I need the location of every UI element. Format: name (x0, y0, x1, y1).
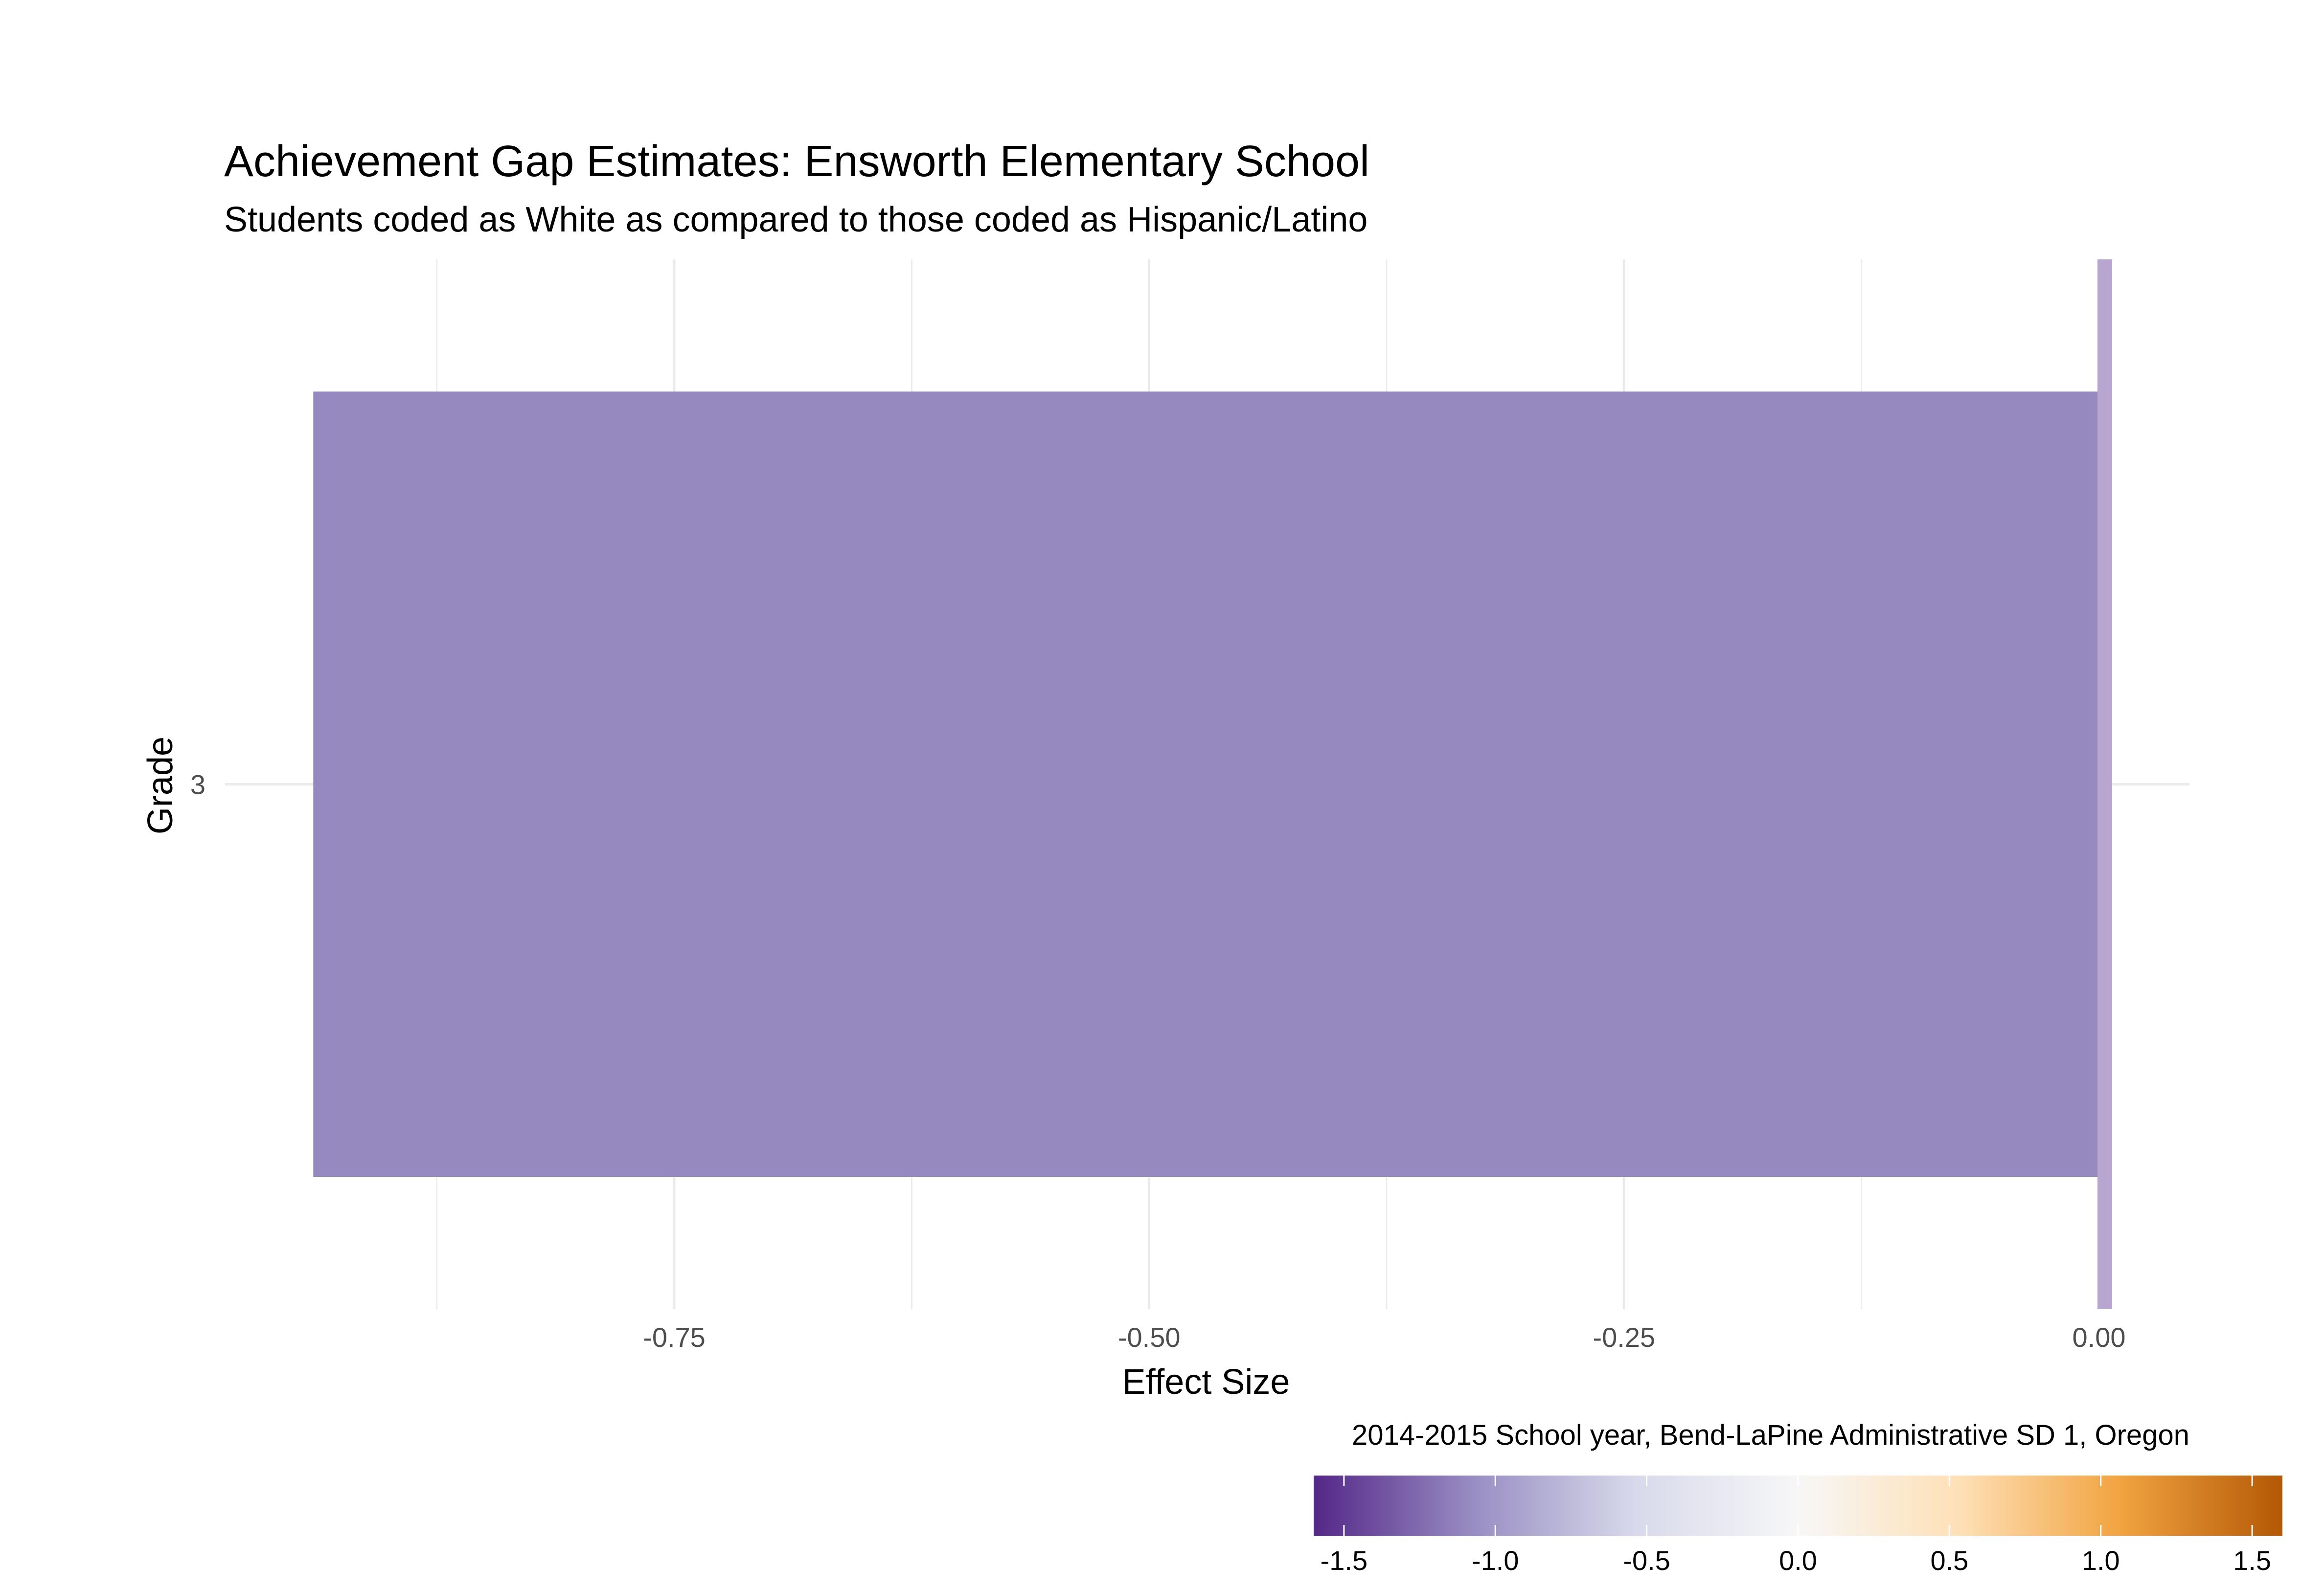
x-axis: -0.75 -0.50 -0.25 0.00 (643, 1322, 2125, 1353)
x-tick-label: -0.50 (1118, 1322, 1181, 1353)
colorbar-tick-label: 0.5 (1930, 1545, 1968, 1576)
chart-caption: 2014-2015 School year, Bend-LaPine Admin… (1352, 1419, 2189, 1451)
colorbar-legend: -1.5 -1.0 -0.5 0.0 0.5 1.0 1.5 (1314, 1476, 2282, 1576)
y-tick-label: 3 (190, 769, 205, 800)
y-axis: 3 (190, 769, 205, 800)
x-axis-title: Effect Size (1122, 1362, 1290, 1402)
zero-reference-line (2097, 259, 2112, 1309)
colorbar-tick-label: 1.0 (2082, 1545, 2120, 1576)
colorbar-tick-label: -0.5 (1623, 1545, 1670, 1576)
bars (313, 259, 2112, 1309)
y-axis-title: Grade (141, 737, 180, 834)
chart-subtitle: Students coded as White as compared to t… (224, 200, 1367, 239)
colorbar-tick-label: 0.0 (1779, 1545, 1817, 1576)
colorbar-tick-label: -1.0 (1472, 1545, 1519, 1576)
x-tick-label: -0.25 (1593, 1322, 1656, 1353)
bar-grade-3 (313, 392, 2099, 1177)
colorbar-tick-label: 1.5 (2233, 1545, 2271, 1576)
colorbar-tick-label: -1.5 (1321, 1545, 1368, 1576)
x-tick-label: 0.00 (2073, 1322, 2126, 1353)
chart-title: Achievement Gap Estimates: Ensworth Elem… (224, 137, 1369, 186)
x-tick-label: -0.75 (643, 1322, 706, 1353)
